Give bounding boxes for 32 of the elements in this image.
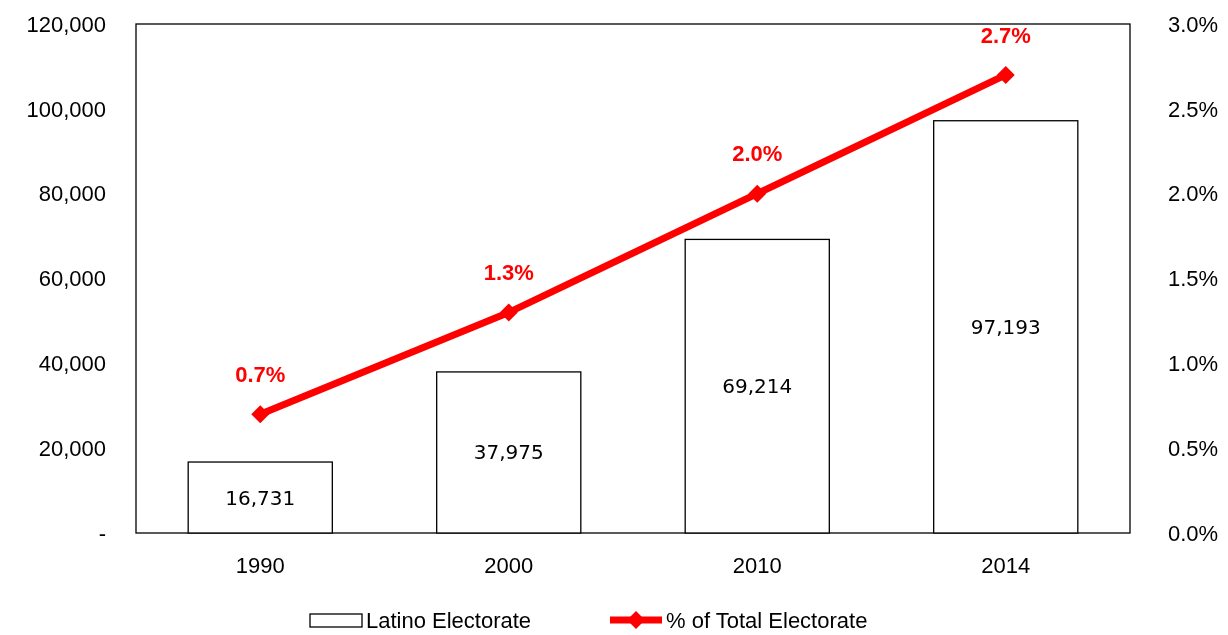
y2-tick-label: 1.0% bbox=[1168, 351, 1219, 377]
point bbox=[251, 405, 270, 424]
x-tick-label: 2000 bbox=[484, 552, 534, 578]
legend-label: Latino Electorate bbox=[366, 607, 532, 633]
point bbox=[748, 184, 767, 203]
data-label: 69,214 bbox=[722, 374, 793, 399]
point bbox=[996, 65, 1015, 84]
x-tick-label: 1990 bbox=[235, 552, 285, 578]
y2-tick-label: 1.5% bbox=[1168, 266, 1219, 292]
y2-tick-label: 0.0% bbox=[1168, 520, 1219, 546]
y2-tick-label: 0.5% bbox=[1168, 435, 1219, 461]
point bbox=[499, 303, 518, 322]
y-tick-label: 120,000 bbox=[26, 11, 106, 37]
data-label: 0.7% bbox=[235, 361, 286, 387]
data-label: 2.7% bbox=[980, 22, 1031, 48]
y-tick-label: 20,000 bbox=[38, 435, 106, 461]
data-label: 2.0% bbox=[732, 141, 783, 167]
y-tick-label: 40,000 bbox=[38, 351, 106, 377]
x-tick-label: 2014 bbox=[981, 552, 1031, 578]
data-label: 1.3% bbox=[483, 260, 534, 286]
data-label: 97,193 bbox=[970, 314, 1041, 339]
y-tick-label: - bbox=[98, 520, 106, 546]
y2-tick-label: 2.0% bbox=[1168, 181, 1219, 207]
y-tick-label: 100,000 bbox=[26, 96, 106, 122]
y2-tick-label: 3.0% bbox=[1168, 11, 1219, 37]
x-tick-label: 2010 bbox=[732, 552, 782, 578]
y2-tick-label: 2.5% bbox=[1168, 96, 1219, 122]
y-tick-label: 60,000 bbox=[38, 266, 106, 292]
data-label: 16,731 bbox=[225, 485, 296, 510]
data-label: 37,975 bbox=[473, 440, 544, 465]
y-tick-label: 80,000 bbox=[38, 181, 106, 207]
legend-label: % of Total Electorate bbox=[666, 607, 868, 633]
